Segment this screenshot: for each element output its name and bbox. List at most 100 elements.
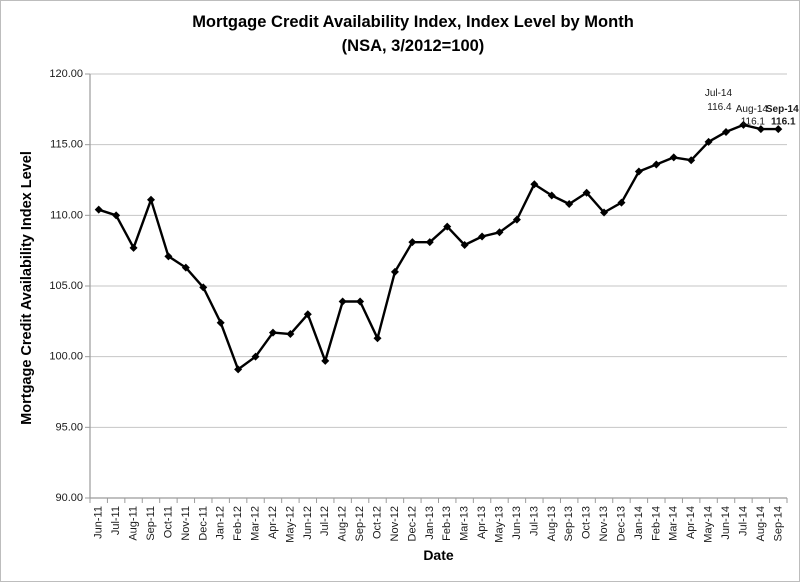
- x-tick-label: Jun-14: [720, 506, 732, 540]
- data-point-marker: [338, 297, 347, 306]
- x-tick-label: Sep-14: [772, 506, 784, 541]
- x-tick-label: Jul-14: [737, 506, 749, 536]
- data-point-marker: [617, 198, 626, 207]
- x-tick-label: Aug-12: [337, 506, 349, 541]
- x-tick-label: Jan-13: [424, 506, 436, 540]
- x-tick-label: Aug-11: [128, 506, 140, 541]
- data-point-marker: [582, 188, 591, 197]
- data-point-marker: [251, 352, 260, 361]
- data-point-marker: [199, 283, 208, 292]
- x-tick-label: May-13: [493, 506, 505, 543]
- y-tick-label: 120.00: [49, 68, 83, 80]
- y-tick-label: 100.00: [49, 351, 83, 363]
- x-tick-label: Nov-13: [598, 506, 610, 541]
- data-point-marker: [286, 330, 295, 339]
- x-tick-label: Apr-14: [685, 506, 697, 539]
- x-tick-label: May-12: [284, 506, 296, 543]
- x-tick-label: Dec-12: [406, 506, 418, 541]
- x-tick-label: Jun-13: [511, 506, 523, 540]
- data-point-marker: [443, 222, 452, 231]
- data-point-marker: [634, 167, 643, 176]
- x-tick-label: Nov-11: [180, 506, 192, 541]
- data-point-marker: [112, 211, 121, 220]
- y-tick-label: 115.00: [50, 139, 83, 151]
- y-tick-label: 90.00: [55, 492, 83, 504]
- x-axis-title: Date: [423, 547, 454, 563]
- x-tick-label: Apr-12: [267, 506, 279, 539]
- data-point-marker: [164, 252, 173, 261]
- chart-title-line2: (NSA, 3/2012=100): [341, 37, 485, 55]
- data-point-marker: [478, 232, 487, 241]
- x-tick-label: Dec-13: [615, 506, 627, 541]
- x-tick-label: Jun-12: [302, 506, 314, 540]
- data-point-marker: [547, 191, 556, 200]
- x-tick-label: Nov-12: [389, 506, 401, 541]
- data-point-marker: [495, 228, 504, 237]
- x-tick-label: Jul-13: [528, 506, 540, 536]
- data-point-marker: [268, 328, 277, 337]
- annotation-value-label: 116.1: [771, 117, 796, 128]
- x-tick-label: Mar-13: [459, 506, 471, 541]
- x-tick-label: Jan-12: [215, 506, 227, 540]
- data-point-marker: [408, 238, 417, 247]
- x-tick-label: Aug-13: [546, 506, 558, 541]
- data-point-marker: [460, 241, 469, 250]
- chart-title-line1: Mortgage Credit Availability Index, Inde…: [192, 13, 634, 31]
- data-point-marker: [146, 195, 155, 204]
- data-point-marker: [425, 238, 434, 247]
- annotation-month-label: Sep-14: [766, 104, 799, 115]
- data-point-marker: [652, 160, 661, 169]
- x-tick-label: Jan-14: [633, 506, 645, 540]
- data-point-marker: [390, 267, 399, 276]
- annotation-value-label: 116.1: [741, 117, 766, 128]
- x-tick-label: Feb-14: [650, 506, 662, 541]
- data-point-marker: [669, 153, 678, 162]
- data-point-marker: [234, 365, 243, 374]
- data-point-marker: [94, 205, 103, 214]
- data-point-marker: [774, 125, 783, 134]
- x-tick-label: Oct-13: [581, 506, 593, 539]
- data-point-marker: [704, 137, 713, 146]
- data-point-marker: [356, 297, 365, 306]
- data-point-marker: [530, 180, 539, 189]
- data-point-marker: [756, 125, 765, 134]
- y-tick-label: 110.00: [50, 209, 83, 221]
- data-point-marker: [565, 200, 574, 209]
- series-line: [98, 123, 779, 371]
- data-point-marker: [129, 243, 138, 252]
- annotation-month-label: Jul-14: [705, 88, 733, 99]
- x-tick-label: Aug-14: [755, 506, 767, 541]
- data-point-marker: [373, 334, 382, 343]
- x-tick-label: Apr-13: [476, 506, 488, 539]
- data-point-marker: [687, 156, 696, 165]
- annotation-value-label: 116.4: [707, 102, 732, 113]
- x-tick-label: Jun-11: [93, 506, 105, 539]
- x-tick-label: Sep-13: [563, 506, 575, 541]
- x-tick-label: Mar-12: [250, 506, 262, 541]
- x-tick-label: Oct-11: [162, 506, 174, 538]
- data-point-marker: [181, 263, 190, 272]
- data-point-marker: [303, 310, 312, 319]
- x-tick-label: May-14: [703, 506, 715, 543]
- x-tick-label: Jul-11: [110, 506, 122, 535]
- x-tick-label: Sep-11: [145, 506, 157, 541]
- x-tick-label: Feb-12: [232, 506, 244, 541]
- y-tick-label: 95.00: [55, 421, 83, 433]
- chart-title: Mortgage Credit Availability Index, Inde…: [21, 10, 799, 58]
- x-tick-label: Sep-12: [354, 506, 366, 541]
- data-point-marker: [739, 120, 748, 129]
- data-point-marker: [321, 356, 330, 365]
- x-tick-label: Mar-14: [668, 506, 680, 541]
- data-point-marker: [512, 215, 521, 224]
- x-tick-label: Feb-13: [441, 506, 453, 541]
- data-point-marker: [722, 127, 731, 136]
- annotation-month-label: Aug-14: [736, 104, 769, 115]
- y-tick-label: 105.00: [49, 280, 83, 292]
- data-point-marker: [600, 208, 609, 217]
- x-tick-label: Oct-12: [372, 506, 384, 539]
- x-tick-label: Jul-12: [319, 506, 331, 536]
- x-tick-label: Dec-11: [197, 506, 209, 541]
- data-point-marker: [216, 318, 225, 327]
